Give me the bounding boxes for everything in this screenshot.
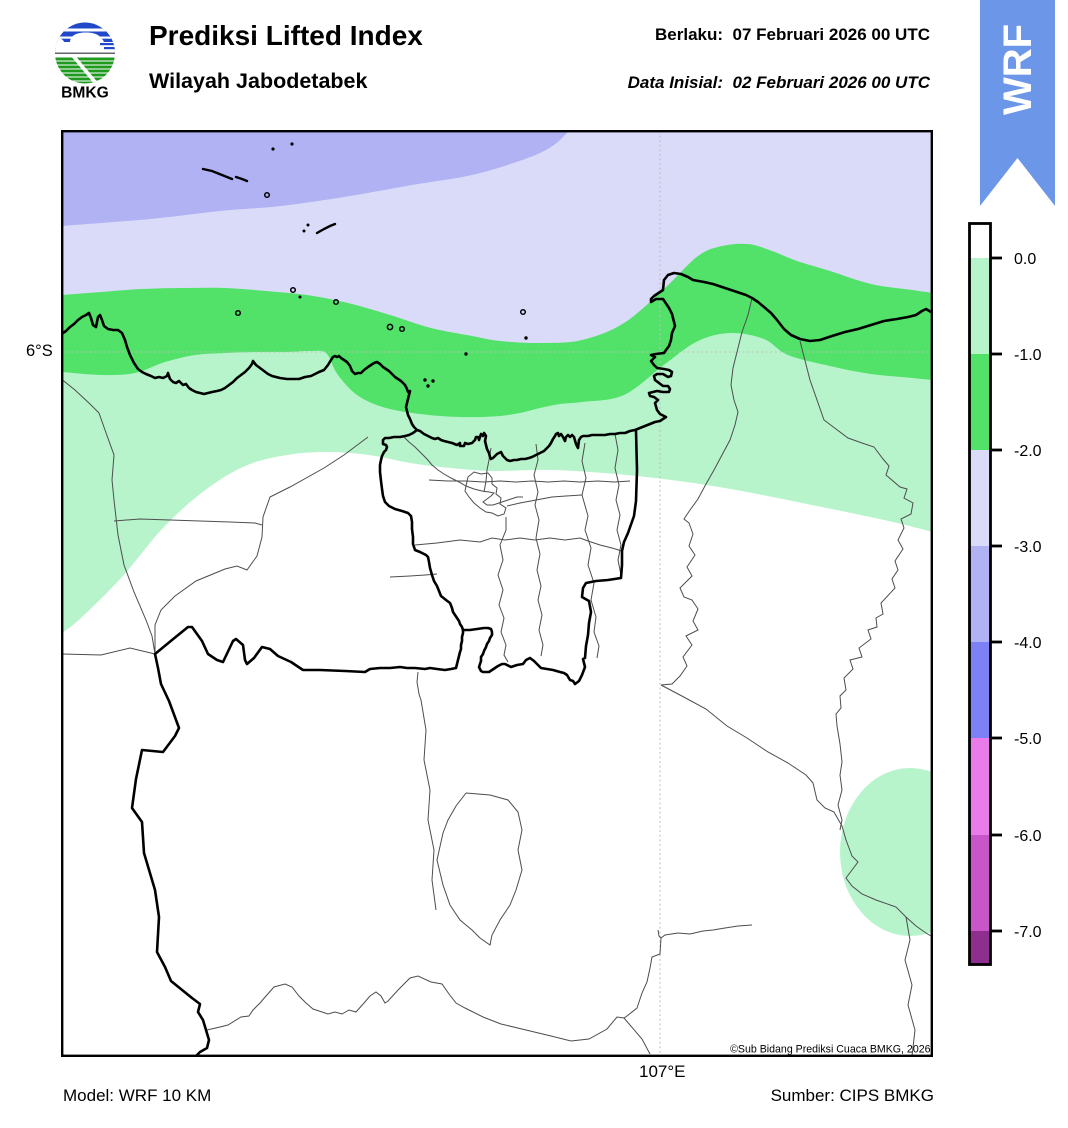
svg-text:-6.0: -6.0	[1014, 828, 1042, 845]
svg-text:WRF: WRF	[996, 24, 1040, 115]
svg-text:-5.0: -5.0	[1014, 731, 1042, 748]
svg-text:0.0: 0.0	[1014, 251, 1036, 268]
svg-text:-7.0: -7.0	[1014, 924, 1042, 941]
svg-text:-2.0: -2.0	[1014, 443, 1042, 460]
svg-text:BMKG: BMKG	[61, 85, 109, 102]
svg-text:-1.0: -1.0	[1014, 347, 1042, 364]
svg-text:-4.0: -4.0	[1014, 635, 1042, 652]
svg-text:©Sub Bidang Prediksi Cuaca BMK: ©Sub Bidang Prediksi Cuaca BMKG, 2026	[730, 1043, 930, 1055]
svg-text:-3.0: -3.0	[1014, 539, 1042, 556]
